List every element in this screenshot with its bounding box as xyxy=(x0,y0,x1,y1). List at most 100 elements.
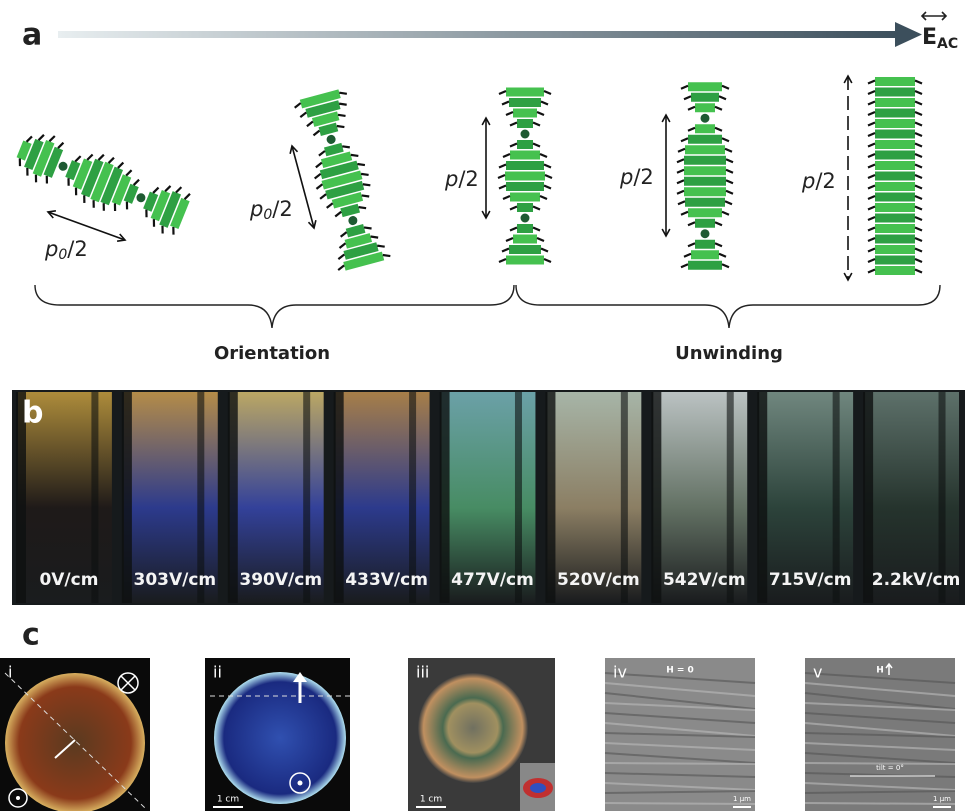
mesogen-end xyxy=(502,249,509,252)
mesogen xyxy=(695,124,715,133)
mesogen-end xyxy=(66,178,71,186)
pitch-label: p/2 xyxy=(619,165,654,189)
mesogen-end xyxy=(338,113,346,118)
mesogen-end xyxy=(118,161,123,169)
pitch-suffix: /2 xyxy=(458,167,478,191)
helix xyxy=(677,82,733,270)
mesogen-end xyxy=(915,91,922,94)
mesogen-end xyxy=(719,254,726,257)
mesogen-end xyxy=(319,194,327,199)
mesogen-end xyxy=(715,222,722,225)
mesogen-end xyxy=(339,91,347,96)
mesogen-end xyxy=(726,159,733,162)
mesogen-end xyxy=(915,144,922,147)
mesogen-end xyxy=(545,175,552,178)
pitch-label: p0/2 xyxy=(44,237,88,263)
panel-label: c xyxy=(22,618,40,653)
mesogen-end xyxy=(126,169,131,177)
field-note: H xyxy=(876,666,884,676)
mesogen-end xyxy=(25,168,30,176)
mesogen xyxy=(875,256,915,265)
mesogen-end xyxy=(681,138,688,141)
mesogen-end xyxy=(915,154,922,157)
mesogen-end xyxy=(533,228,540,231)
tree-trunk xyxy=(757,392,767,603)
mesogen-end xyxy=(340,232,348,237)
mesogen-end xyxy=(688,222,695,225)
mesogen-end xyxy=(58,142,63,150)
mesogen xyxy=(875,193,915,202)
mesogen-end xyxy=(915,217,922,220)
mesogen xyxy=(517,119,533,128)
page: {"panel_a": {"label": "a", "field": {"sy… xyxy=(0,0,965,811)
mesogen-end xyxy=(499,165,506,168)
mesogen-end xyxy=(684,96,691,99)
mesogen-end xyxy=(87,153,92,161)
brace xyxy=(516,285,940,328)
mesogen-end xyxy=(544,259,551,262)
mesogen-end xyxy=(725,149,732,152)
mesogen-end xyxy=(503,154,510,157)
mesogen-end xyxy=(49,135,54,143)
pitch-subscript: 0 xyxy=(263,207,272,223)
mesogen-end xyxy=(338,254,346,259)
mesogen-end xyxy=(868,249,875,252)
panel-numeral: i xyxy=(8,663,12,682)
mesogen-end xyxy=(915,102,922,105)
mesogen xyxy=(684,177,726,186)
mesogen-end xyxy=(506,238,513,241)
pitch-label: p/2 xyxy=(444,167,479,191)
mesogen-end xyxy=(544,91,551,94)
mesogen-end xyxy=(499,186,506,189)
inset-core xyxy=(530,783,546,793)
mesogen-end xyxy=(915,133,922,136)
mesogen-end xyxy=(541,102,548,105)
mesogen-end xyxy=(124,202,129,210)
panel-numeral: iii xyxy=(416,663,429,682)
mesogen-end xyxy=(915,81,922,84)
panel-numeral: ii xyxy=(213,663,222,682)
brace xyxy=(35,285,514,328)
helix xyxy=(10,124,194,240)
helix-node xyxy=(326,134,337,145)
mesogen-end xyxy=(339,243,347,248)
mesogen xyxy=(684,187,726,196)
pitch-suffix: /2 xyxy=(633,165,653,189)
mesogen-end xyxy=(364,226,372,231)
mesogen-end xyxy=(27,135,32,143)
mesogen xyxy=(688,135,722,144)
mesogen-end xyxy=(677,180,684,183)
mesogen-end xyxy=(357,162,365,167)
mesogen-end xyxy=(499,91,506,94)
pitch-label: p0/2 xyxy=(249,197,293,223)
tree-trunk xyxy=(228,392,238,603)
mesogen-end xyxy=(868,175,875,178)
helix-node xyxy=(701,114,710,123)
mesogen xyxy=(688,208,722,217)
mesogen xyxy=(688,82,722,91)
mesogen-end xyxy=(726,170,733,173)
mesogen xyxy=(695,240,715,249)
mesogen-end xyxy=(503,196,510,199)
mesogen-end xyxy=(134,179,139,187)
out-of-page-dot xyxy=(298,781,303,786)
helix-node xyxy=(701,229,710,238)
mesogen-end xyxy=(39,134,44,142)
field-value: 433V/cm xyxy=(345,570,428,590)
field-value: 542V/cm xyxy=(663,570,746,590)
mesogen-end xyxy=(498,175,505,178)
mesogen xyxy=(875,77,915,86)
texture xyxy=(805,803,955,804)
mesogen-end xyxy=(915,207,922,210)
mesogen-end xyxy=(681,212,688,215)
field-value: 715V/cm xyxy=(769,570,852,590)
mesogen xyxy=(517,203,533,212)
mesogen-end xyxy=(915,196,922,199)
field-subscript: AC xyxy=(937,36,958,52)
mesogen xyxy=(684,156,726,165)
mesogen-end xyxy=(688,243,695,246)
mesogen xyxy=(684,166,726,175)
mesogen-end xyxy=(544,186,551,189)
mesogen-end xyxy=(678,201,685,204)
mesogen-end xyxy=(506,112,513,115)
